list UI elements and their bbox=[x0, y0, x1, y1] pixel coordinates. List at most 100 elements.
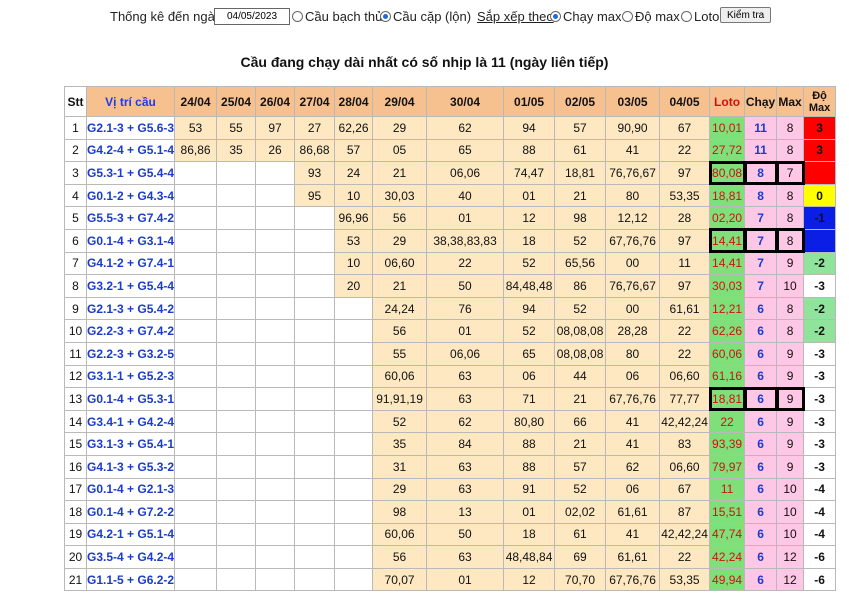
day-cell bbox=[334, 319, 374, 343]
cau-position-link[interactable]: G4.1-3 + G5.3-2 bbox=[85, 454, 176, 479]
day-cell: 35 bbox=[372, 432, 428, 456]
day-cell bbox=[334, 567, 374, 592]
day-cell: 41 bbox=[605, 522, 661, 547]
radio-cap-lon[interactable]: Cầu cặp (lộn) bbox=[380, 9, 471, 24]
day-cell: 66 bbox=[554, 409, 607, 434]
cau-position-link[interactable]: G2.1-3 + G5.4-2 bbox=[85, 296, 176, 321]
cau-position-link[interactable]: G3.2-1 + G5.4-4 bbox=[85, 274, 176, 298]
day-cell bbox=[216, 319, 257, 343]
day-cell bbox=[294, 228, 336, 253]
cau-table: Stt Vị trí cầu 24/04 25/04 26/04 27/04 28/04 29… bbox=[64, 86, 837, 592]
day-cell: 65 bbox=[503, 341, 556, 366]
day-cell: 53 bbox=[334, 228, 374, 253]
cau-position-link[interactable]: G3.1-1 + G5.2-3 bbox=[85, 364, 176, 389]
cau-position-link[interactable]: G2.2-3 + G7.4-2 bbox=[85, 319, 176, 343]
day-cell bbox=[216, 274, 257, 298]
do-max-cell: -3 bbox=[803, 364, 837, 389]
loto-cell: 62,26 bbox=[709, 319, 746, 343]
day-cell bbox=[294, 567, 336, 592]
chay-cell: 6 bbox=[744, 522, 778, 547]
day-cell: 74,47 bbox=[503, 161, 556, 185]
day-cell: 57 bbox=[554, 454, 607, 479]
day-cell: 21 bbox=[372, 274, 428, 298]
radio-chay-max[interactable]: Chạy max bbox=[550, 9, 622, 24]
cau-position-link[interactable]: G4.1-2 + G7.4-1 bbox=[85, 251, 176, 276]
day-cell: 70,07 bbox=[372, 567, 428, 592]
radio-label: Cầu cặp (lộn) bbox=[393, 9, 472, 24]
day-cell: 52 bbox=[503, 319, 556, 343]
cau-position-link[interactable]: G3.5-4 + G4.2-4 bbox=[85, 545, 176, 569]
cau-position-link[interactable]: G3.1-3 + G5.4-1 bbox=[85, 432, 176, 456]
day-cell bbox=[334, 522, 374, 547]
day-cell bbox=[174, 183, 218, 208]
table-row: 15 G3.1-3 + G5.4-1 35 84 88 21 41 83 93,39 6 9 -3 bbox=[64, 432, 837, 456]
column-header: 29/04 bbox=[372, 86, 428, 117]
day-cell bbox=[174, 432, 218, 456]
day-cell: 42,42,24 bbox=[659, 522, 711, 547]
day-cell bbox=[255, 364, 296, 389]
column-header: 01/05 bbox=[503, 86, 556, 117]
row-number: 12 bbox=[64, 364, 87, 389]
day-cell: 52 bbox=[372, 409, 428, 434]
max-cell: 9 bbox=[776, 364, 805, 389]
table-row: 5 G5.5-3 + G7.4-2 96,96 56 01 12 98 12,12 28 02,2… bbox=[64, 206, 837, 230]
date-input[interactable] bbox=[214, 8, 290, 25]
do-max-cell: -2 bbox=[803, 251, 837, 276]
cau-position-link[interactable]: G5.5-3 + G7.4-2 bbox=[85, 206, 176, 230]
cau-position-link[interactable]: G0.1-4 + G2.1-3 bbox=[85, 477, 176, 502]
max-cell: 8 bbox=[775, 228, 805, 254]
day-cell: 21 bbox=[372, 161, 428, 185]
chay-cell: 6 bbox=[744, 567, 778, 592]
day-cell bbox=[174, 228, 218, 253]
max-cell: 8 bbox=[776, 138, 805, 163]
day-cell bbox=[334, 341, 374, 366]
day-cell: 84,48,48 bbox=[503, 274, 556, 298]
cau-position-link[interactable]: G3.4-1 + G4.2-4 bbox=[85, 409, 176, 434]
radio-do-max[interactable]: Độ max bbox=[622, 9, 680, 24]
day-cell: 53,35 bbox=[659, 567, 711, 592]
cau-position-link[interactable]: G0.1-4 + G7.2-2 bbox=[85, 500, 176, 524]
radio-bach-thu[interactable]: Cầu bạch thủ bbox=[292, 9, 382, 24]
table-row: 13 G0.1-4 + G5.3-1 91,91,19 63 71 21 67,76,76 7… bbox=[64, 386, 837, 412]
cau-position-link[interactable]: G0.1-4 + G5.3-1 bbox=[85, 387, 176, 411]
day-cell: 52 bbox=[554, 296, 607, 321]
cau-position-link[interactable]: G0.1-4 + G3.1-4 bbox=[85, 228, 176, 253]
cau-position-link[interactable]: G0.1-2 + G4.3-4 bbox=[85, 183, 176, 208]
row-number: 19 bbox=[64, 522, 87, 547]
day-cell bbox=[216, 567, 257, 592]
day-cell bbox=[174, 454, 218, 479]
day-cell: 06,60 bbox=[372, 251, 428, 276]
day-cell: 29 bbox=[372, 477, 428, 502]
loto-cell: 14,41 bbox=[708, 228, 746, 254]
max-cell: 12 bbox=[776, 545, 805, 569]
radio-loto[interactable]: Loto bbox=[681, 9, 719, 24]
day-cell: 67,76,76 bbox=[605, 567, 661, 592]
day-cell: 21 bbox=[554, 387, 607, 411]
cau-position-link[interactable]: G2.2-3 + G3.2-5 bbox=[85, 341, 176, 366]
cau-position-link[interactable]: G2.1-3 + G5.6-3 bbox=[85, 116, 176, 140]
day-cell: 95 bbox=[294, 183, 336, 208]
column-header: 04/05 bbox=[659, 86, 711, 117]
table-row: 20 G3.5-4 + G4.2-4 56 63 48,48,84 69 61,61 22 42… bbox=[64, 545, 837, 569]
day-cell: 70,70 bbox=[554, 567, 607, 592]
cau-position-link[interactable]: G1.1-5 + G6.2-2 bbox=[85, 567, 176, 592]
loto-cell: 14,41 bbox=[709, 251, 746, 276]
day-cell: 76,76,67 bbox=[605, 161, 661, 185]
day-cell: 67 bbox=[659, 116, 711, 140]
max-cell: 9 bbox=[776, 432, 805, 456]
loto-cell: 93,39 bbox=[709, 432, 746, 456]
column-header: 26/04 bbox=[255, 86, 296, 117]
max-cell: 9 bbox=[776, 251, 805, 276]
row-number: 17 bbox=[64, 477, 87, 502]
cau-position-link[interactable]: G4.2-1 + G5.1-4 bbox=[85, 522, 176, 547]
day-cell: 98 bbox=[372, 500, 428, 524]
check-button[interactable]: Kiểm tra bbox=[720, 7, 772, 23]
day-cell: 77,77 bbox=[659, 387, 711, 411]
max-cell: 7 bbox=[775, 160, 805, 186]
day-cell: 06,60 bbox=[659, 364, 711, 389]
cau-position-link[interactable]: G4.2-4 + G5.1-4 bbox=[85, 138, 176, 163]
row-number: 18 bbox=[64, 500, 87, 524]
cau-position-link[interactable]: G5.3-1 + G5.4-4 bbox=[85, 161, 176, 185]
chay-cell: 7 bbox=[744, 206, 778, 230]
do-max-cell: -3 bbox=[803, 274, 837, 298]
